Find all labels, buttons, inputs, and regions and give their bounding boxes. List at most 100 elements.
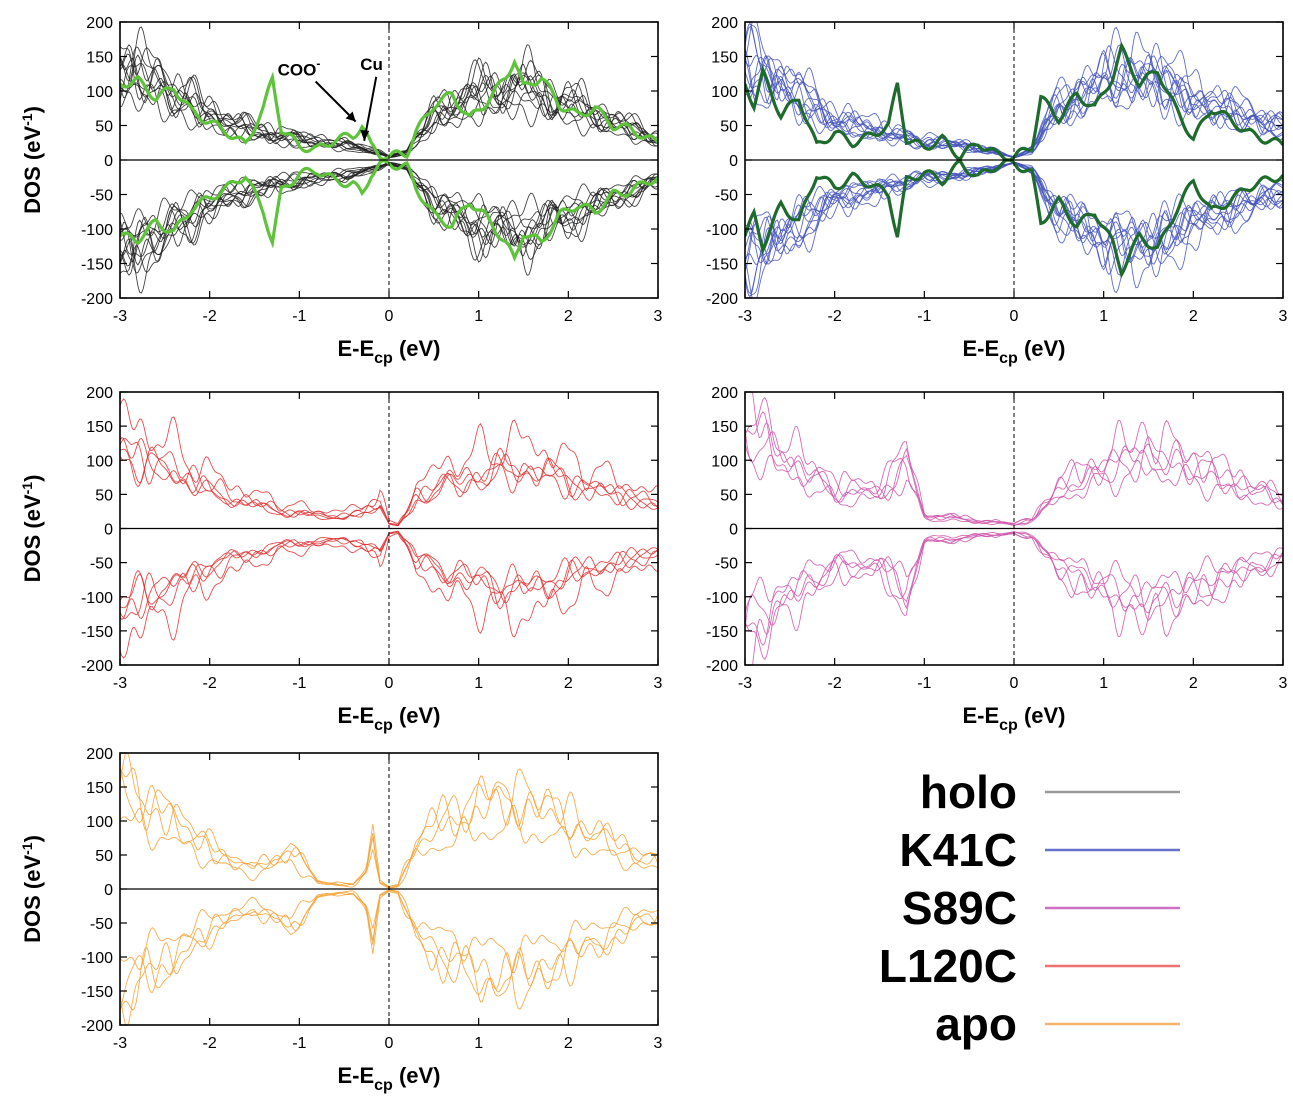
y-tick-label: -200: [706, 291, 738, 308]
y-tick-label: -200: [706, 658, 738, 675]
y-tick-label: 0: [729, 522, 738, 539]
legend-label-holo: holo: [920, 766, 1017, 818]
y-tick-label: -100: [706, 222, 738, 239]
y-tick-label: -50: [90, 188, 113, 205]
x-axis-label: E-Ecp (eV): [962, 703, 1065, 734]
y-tick-label: -200: [81, 658, 113, 675]
x-tick-label: 3: [1279, 675, 1288, 692]
y-tick-label: -50: [90, 556, 113, 573]
x-tick-label: -1: [917, 675, 931, 692]
series-line-up-0: [120, 767, 658, 889]
y-tick-label: 50: [95, 487, 113, 504]
y-tick-label: -150: [81, 984, 113, 1001]
x-tick-label: 1: [474, 308, 483, 325]
panel-middle-right: -3 -2 -1 0 1 2 3 200 150 100 50 0 -50 -100 -150 -200 E-E…: [706, 385, 1288, 734]
y-tick-label: -50: [715, 556, 738, 573]
y-tick-label: -150: [81, 257, 113, 274]
y-tick-label: 200: [86, 15, 113, 32]
y-tick-label: 150: [711, 50, 738, 67]
y-tick-label: 100: [86, 84, 113, 101]
y-tick-label: 150: [86, 50, 113, 67]
x-tick-label: 3: [654, 1035, 663, 1052]
x-tick-label: 2: [564, 675, 573, 692]
y-tick-label: 150: [711, 419, 738, 436]
panel-middle-left: -3 -2 -1 0 1 2 3 200 150 100 50 0 -50 -100 -150 -200 E-E…: [19, 385, 663, 734]
y-tick-label: -100: [81, 590, 113, 607]
legend-label-s89c: S89C: [902, 882, 1017, 934]
x-tick-label: -3: [113, 308, 127, 325]
panel-bottom-left: -3 -2 -1 0 1 2 3 200 150 100 50 0 -50 -100 -150 -200 E-E…: [19, 746, 663, 1094]
series-line-up-3: [752, 392, 1283, 524]
y-tick-label: 100: [86, 814, 113, 831]
series-line-down-4: [745, 531, 1283, 615]
y-tick-label: 50: [95, 848, 113, 865]
y-tick-label: 50: [95, 119, 113, 136]
x-tick-label: 3: [654, 308, 663, 325]
y-tick-label: 200: [711, 15, 738, 32]
x-tick-label: 2: [1189, 675, 1198, 692]
x-tick-label: 3: [654, 675, 663, 692]
x-tick-label: 2: [564, 1035, 573, 1052]
x-tick-label: -1: [917, 308, 931, 325]
x-tick-label: 3: [1279, 308, 1288, 325]
series-line-down-3: [120, 532, 658, 659]
series-line-down-3: [120, 890, 658, 1011]
x-tick-label: -3: [738, 675, 752, 692]
x-axis-label: E-Ecp (eV): [337, 1063, 440, 1094]
y-tick-label: 100: [711, 453, 738, 470]
x-tick-label: -2: [828, 675, 842, 692]
y-tick-label: 200: [86, 385, 113, 402]
x-tick-label: -2: [203, 1035, 217, 1052]
y-axis-label: DOS (eV-1): [19, 106, 45, 214]
x-tick-label: 0: [1010, 675, 1019, 692]
x-tick-label: -3: [738, 308, 752, 325]
x-tick-label: -1: [292, 1035, 306, 1052]
x-axis-label: E-Ecp (eV): [962, 336, 1065, 367]
y-tick-label: 0: [104, 522, 113, 539]
x-axis-label: E-Ecp (eV): [337, 336, 440, 367]
x-tick-label: -2: [203, 675, 217, 692]
x-tick-label: 0: [385, 1035, 394, 1052]
y-tick-label: 0: [729, 153, 738, 170]
y-tick-label: 150: [86, 780, 113, 797]
y-tick-label: 50: [720, 119, 738, 136]
x-tick-label: 2: [1189, 308, 1198, 325]
y-tick-label: 0: [104, 153, 113, 170]
legend-label-apo: apo: [935, 998, 1017, 1050]
x-tick-label: -3: [113, 1035, 127, 1052]
annotation-arrow-coo: [314, 80, 357, 123]
panel-top-right: -3 -2 -1 0 1 2 3 200 150 100 50 0 -50 -100 -150 -200 E-E…: [706, 15, 1288, 367]
x-tick-label: -1: [292, 675, 306, 692]
x-tick-label: 0: [385, 675, 394, 692]
annotation-cu: Cu: [360, 55, 383, 74]
legend-label-k41c: K41C: [899, 824, 1017, 876]
y-tick-label: 100: [86, 453, 113, 470]
y-axis-label: DOS (eV-1): [19, 475, 45, 583]
panel-top-left: -3 -2 -1 0 1 2 3 200 150 100 50 0 -50 -100 -150 -200 E-E…: [19, 15, 663, 367]
arrow-head-icon: [360, 129, 370, 141]
x-axis-label: E-Ecp (eV): [337, 703, 440, 734]
y-tick-label: -100: [81, 222, 113, 239]
x-tick-label: -1: [292, 308, 306, 325]
series-line-up-4: [120, 438, 658, 526]
y-tick-label: -200: [81, 1018, 113, 1035]
x-tick-label: 1: [1099, 675, 1108, 692]
y-tick-label: 100: [711, 84, 738, 101]
y-axis-label: DOS (eV-1): [19, 835, 45, 943]
x-tick-label: -2: [203, 308, 217, 325]
highlight-line-down: [120, 159, 658, 262]
arrow-head-icon: [345, 111, 356, 122]
y-tick-label: -150: [81, 624, 113, 641]
y-tick-label: -150: [706, 624, 738, 641]
x-tick-label: 0: [1010, 308, 1019, 325]
annotation-arrow-cu: [363, 76, 378, 142]
y-tick-label: 0: [104, 882, 113, 899]
legend-label-l120c: L120C: [879, 940, 1017, 992]
x-tick-label: -2: [828, 308, 842, 325]
y-tick-label: -150: [706, 257, 738, 274]
y-tick-label: -100: [706, 590, 738, 607]
legend: holo K41C S89C L120C apo: [879, 766, 1180, 1050]
x-tick-label: 1: [474, 675, 483, 692]
annotation-coo: COO-: [278, 57, 321, 80]
